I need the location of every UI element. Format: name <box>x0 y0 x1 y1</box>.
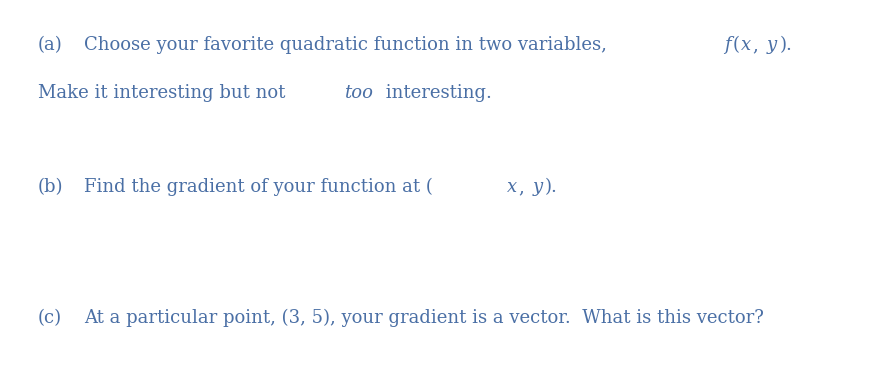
Text: At a particular point, (3, 5), your gradient is a vector.  What is this vector?: At a particular point, (3, 5), your grad… <box>84 309 764 327</box>
Text: Make it interesting but not: Make it interesting but not <box>38 85 291 102</box>
Text: (: ( <box>732 36 739 54</box>
Text: ).: ). <box>545 178 558 196</box>
Text: f: f <box>724 36 731 54</box>
Text: Choose your favorite quadratic function in two variables,: Choose your favorite quadratic function … <box>84 36 613 54</box>
Text: too: too <box>344 85 374 102</box>
Text: (a): (a) <box>38 36 63 54</box>
Text: x: x <box>506 178 517 196</box>
Text: (b): (b) <box>38 178 64 196</box>
Text: interesting.: interesting. <box>380 85 491 102</box>
Text: ,: , <box>519 178 530 196</box>
Text: ,: , <box>754 36 764 54</box>
Text: Find the gradient of your function at (: Find the gradient of your function at ( <box>84 178 433 196</box>
Text: y: y <box>767 36 777 54</box>
Text: ).: ). <box>780 36 792 54</box>
Text: y: y <box>533 178 543 196</box>
Text: x: x <box>741 36 751 54</box>
Text: (c): (c) <box>38 309 62 327</box>
